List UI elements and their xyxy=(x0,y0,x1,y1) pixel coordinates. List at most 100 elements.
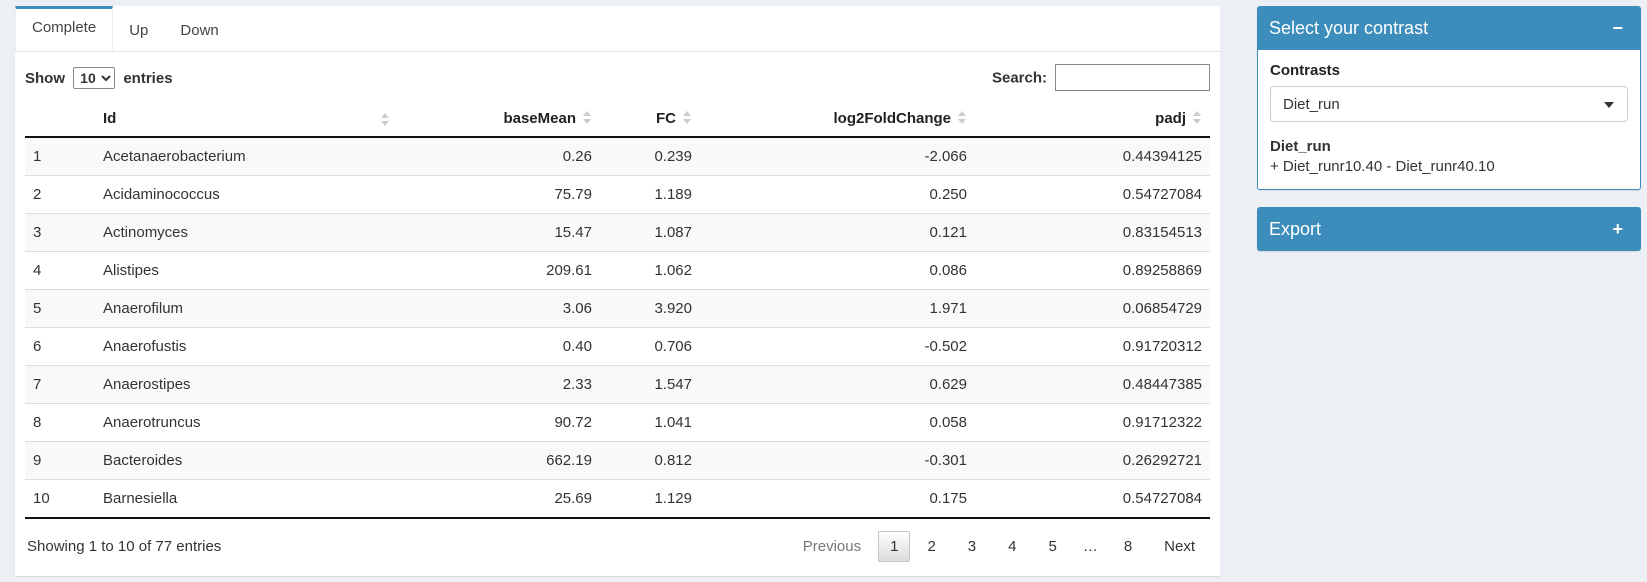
table-row: 5 Anaerofilum 3.06 3.920 1.971 0.0685472… xyxy=(25,289,1210,328)
id-cell: Anaerotruncus xyxy=(103,414,201,431)
sort-icon xyxy=(683,111,692,124)
row-index-cell: 3 xyxy=(33,224,42,241)
id-cell: Actinomyces xyxy=(103,224,189,241)
col-header-id[interactable]: Id xyxy=(95,101,400,138)
contrast-panel: Select your contrast − Contrasts Diet_ru… xyxy=(1257,6,1641,190)
basemean-cell: 3.06 xyxy=(562,300,592,317)
export-panel-header[interactable]: Export + xyxy=(1257,207,1641,251)
export-panel: Export + xyxy=(1257,207,1641,251)
fc-cell: 1.189 xyxy=(654,186,692,203)
results-table: Id baseMean FC log2FoldChange padj 1 Ace… xyxy=(25,101,1210,519)
page-btn-3[interactable]: 3 xyxy=(967,538,977,555)
col-header-fc[interactable]: FC xyxy=(600,101,700,138)
search-label: Search: xyxy=(991,69,1047,87)
sidebar-panels: Select your contrast − Contrasts Diet_ru… xyxy=(1257,6,1641,251)
table-row: 6 Anaerofustis 0.40 0.706 -0.502 0.91720… xyxy=(25,327,1210,366)
tab-bar: Complete Up Down xyxy=(15,6,1220,52)
row-index-cell: 1 xyxy=(33,148,42,165)
results-tab-box: Complete Up Down Show 10 entries Search: xyxy=(15,6,1220,576)
row-index-cell: 4 xyxy=(33,262,42,279)
basemean-cell: 2.33 xyxy=(562,376,592,393)
tab-up[interactable]: Up xyxy=(129,22,149,39)
fc-cell: 1.062 xyxy=(654,262,692,279)
page-length-select[interactable]: 10 xyxy=(73,66,116,89)
id-cell: Acidaminococcus xyxy=(103,186,220,203)
fc-cell: 0.706 xyxy=(654,338,692,355)
fc-cell: 0.812 xyxy=(654,452,692,469)
id-cell: Anaerostipes xyxy=(103,376,191,393)
contrasts-label: Contrasts xyxy=(1270,62,1341,79)
id-cell: Acetanaerobacterium xyxy=(103,148,246,165)
basemean-cell: 0.40 xyxy=(562,338,592,355)
page-btn-8[interactable]: 8 xyxy=(1123,538,1133,555)
row-index-cell: 8 xyxy=(33,414,42,431)
col-header-index xyxy=(25,101,95,138)
page-btn-2[interactable]: 2 xyxy=(927,538,936,555)
pagination: Previous 1 2 3 4 5 … 8 Next xyxy=(786,531,1210,562)
basemean-cell: 90.72 xyxy=(554,414,592,431)
id-cell: Anaerofilum xyxy=(103,300,184,317)
contrast-panel-header[interactable]: Select your contrast − xyxy=(1257,6,1641,50)
padj-cell: 0.91712322 xyxy=(1122,414,1202,431)
export-panel-title: Export xyxy=(1269,218,1322,239)
page-btn-4[interactable]: 4 xyxy=(1008,538,1017,555)
tab-complete[interactable]: Complete xyxy=(15,6,114,51)
log2foldchange-cell: -0.301 xyxy=(924,452,967,469)
search-input[interactable] xyxy=(1055,64,1210,91)
show-label: Show xyxy=(25,69,65,87)
table-row: 4 Alistipes 209.61 1.062 0.086 0.8925886… xyxy=(25,251,1210,290)
log2foldchange-cell: 0.250 xyxy=(929,186,967,203)
contrast-panel-title: Select your contrast xyxy=(1269,17,1429,38)
padj-cell: 0.54727084 xyxy=(1122,186,1202,203)
page-btn-ellipsis: … xyxy=(1082,538,1098,555)
padj-cell: 0.91720312 xyxy=(1122,338,1202,355)
row-index-cell: 2 xyxy=(33,186,42,203)
basemean-cell: 0.26 xyxy=(562,148,592,165)
id-cell: Bacteroides xyxy=(103,452,183,469)
fc-cell: 1.547 xyxy=(654,376,692,393)
log2foldchange-cell: 0.175 xyxy=(929,490,967,507)
contrast-definition: Diet_run + Diet_runr10.40 - Diet_runr40.… xyxy=(1270,138,1628,175)
contrast-select-value: Diet_run xyxy=(1283,95,1340,113)
basemean-cell: 15.47 xyxy=(554,224,592,241)
table-row: 7 Anaerostipes 2.33 1.547 0.629 0.484473… xyxy=(25,365,1210,404)
id-cell: Barnesiella xyxy=(103,490,178,507)
page-btn-next[interactable]: Next xyxy=(1164,538,1195,555)
table-row: 8 Anaerotruncus 90.72 1.041 0.058 0.9171… xyxy=(25,403,1210,442)
sort-icon xyxy=(583,111,592,124)
row-index-cell: 10 xyxy=(33,490,50,507)
col-header-log2foldchange[interactable]: log2FoldChange xyxy=(700,101,975,138)
page-btn-1[interactable]: 1 xyxy=(878,531,911,562)
padj-cell: 0.06854729 xyxy=(1122,300,1202,317)
padj-cell: 0.89258869 xyxy=(1122,262,1202,279)
collapse-minus-icon[interactable]: − xyxy=(1612,18,1623,38)
sort-icon xyxy=(1193,111,1202,124)
id-cell: Anaerofustis xyxy=(103,338,187,355)
table-header-row: Id baseMean FC log2FoldChange padj xyxy=(25,101,1210,138)
log2foldchange-cell: 0.086 xyxy=(929,262,967,279)
page-btn-previous[interactable]: Previous xyxy=(802,538,862,555)
contrast-panel-body: Contrasts Diet_run Diet_run + Diet_runr1… xyxy=(1257,50,1641,190)
log2foldchange-cell: -2.066 xyxy=(924,148,967,165)
fc-cell: 1.129 xyxy=(654,490,692,507)
padj-cell: 0.48447385 xyxy=(1122,376,1202,393)
col-header-basemean[interactable]: baseMean xyxy=(400,101,600,138)
contrast-select[interactable]: Diet_run xyxy=(1270,86,1628,122)
contrast-name: Diet_run xyxy=(1270,138,1331,155)
table-row: 3 Actinomyces 15.47 1.087 0.121 0.831545… xyxy=(25,213,1210,252)
fc-cell: 3.920 xyxy=(654,300,692,317)
id-cell: Alistipes xyxy=(103,262,159,279)
row-index-cell: 7 xyxy=(33,376,42,393)
tab-down[interactable]: Down xyxy=(180,22,219,39)
caret-down-icon xyxy=(1604,102,1614,108)
col-header-padj[interactable]: padj xyxy=(975,101,1210,138)
page-btn-5[interactable]: 5 xyxy=(1048,538,1057,555)
page-length-control: Show 10 entries xyxy=(25,66,173,89)
padj-cell: 0.54727084 xyxy=(1122,490,1202,507)
padj-cell: 0.83154513 xyxy=(1122,224,1202,241)
basemean-cell: 662.19 xyxy=(546,452,592,469)
table-row: 1 Acetanaerobacterium 0.26 0.239 -2.066 … xyxy=(25,137,1210,176)
row-index-cell: 5 xyxy=(33,300,42,317)
collapse-plus-icon[interactable]: + xyxy=(1612,219,1623,239)
row-index-cell: 6 xyxy=(33,338,42,355)
